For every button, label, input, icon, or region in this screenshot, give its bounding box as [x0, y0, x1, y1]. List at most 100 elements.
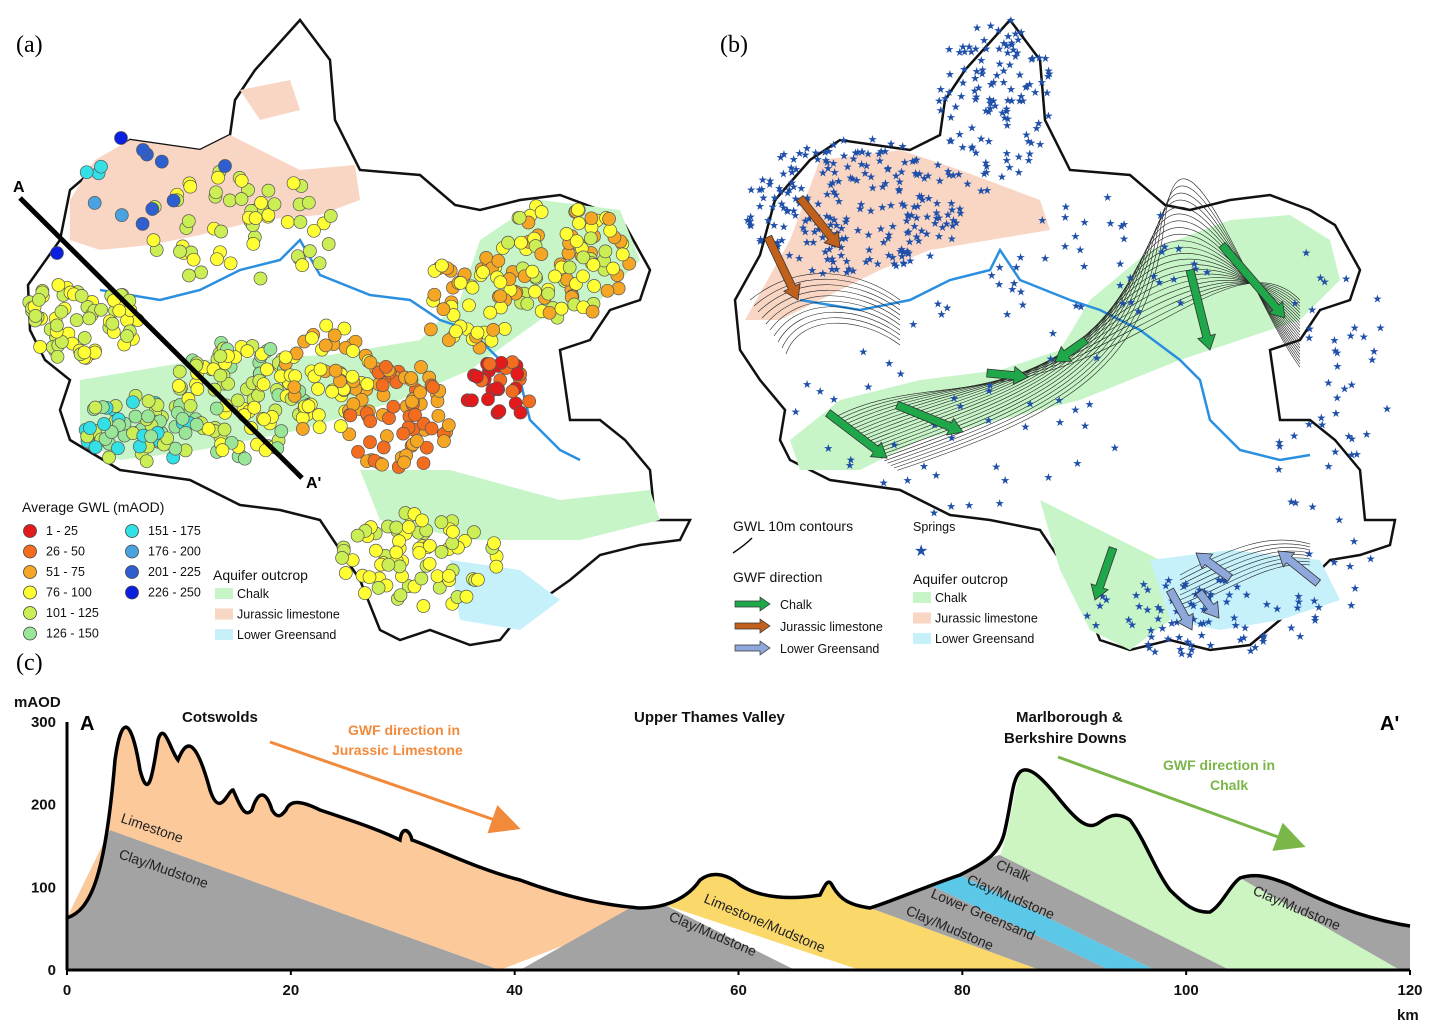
spring-star: ★	[936, 84, 946, 96]
gwl-legend-label: 51 - 75	[46, 565, 85, 579]
spring-star: ★	[911, 168, 921, 180]
spring-star: ★	[1239, 633, 1249, 645]
spring-star: ★	[776, 152, 786, 164]
ground-surface	[66, 725, 1411, 928]
panel-c-label: (c)	[16, 650, 43, 676]
spring-star: ★	[917, 226, 927, 238]
clay-layer-2	[520, 905, 795, 970]
gwl-legend-label: 76 - 100	[46, 586, 92, 600]
spring-star: ★	[1055, 417, 1065, 429]
spring-star: ★	[1098, 591, 1108, 603]
gwl-point	[416, 456, 431, 471]
spring-star: ★	[932, 207, 942, 219]
spring-star: ★	[1016, 286, 1026, 298]
spring-star: ★	[900, 157, 910, 169]
spring-star: ★	[1002, 104, 1012, 116]
gwl-point	[328, 363, 343, 378]
gwl-point	[94, 159, 108, 174]
spring-star: ★	[1091, 620, 1101, 632]
spring-star: ★	[976, 186, 986, 198]
x-ticks: 0 20 40 60 80 100 120	[63, 970, 1423, 999]
spring-star: ★	[1347, 380, 1357, 392]
spring-star: ★	[791, 407, 801, 419]
spring-star: ★	[1197, 630, 1207, 642]
spring-star: ★	[849, 154, 859, 166]
spring-star: ★	[802, 143, 812, 155]
gwl-legend-swatch	[23, 524, 37, 538]
spring-star: ★	[826, 180, 836, 192]
gwf-arrows	[763, 194, 1322, 631]
gwf-chalk-text-1: GWF direction in	[1163, 757, 1275, 773]
gwl-point	[274, 424, 289, 438]
spring-star: ★	[984, 386, 994, 398]
gwl-point	[414, 360, 428, 374]
spring-star: ★	[1187, 645, 1197, 657]
gwl-point	[82, 311, 97, 326]
spring-star: ★	[954, 169, 964, 181]
spring-star: ★	[989, 96, 999, 108]
gwl-point	[435, 258, 449, 273]
spring-star: ★	[794, 253, 804, 265]
spring-star: ★	[899, 258, 909, 270]
gwl-legend-label: 151 - 175	[148, 524, 201, 538]
spring-star: ★	[830, 167, 840, 179]
spring-star: ★	[990, 101, 1000, 113]
spring-star: ★	[884, 250, 894, 262]
spring-star: ★	[755, 184, 765, 196]
spring-star: ★	[823, 254, 833, 266]
spring-star: ★	[935, 175, 945, 187]
spring-star: ★	[864, 230, 874, 242]
gwl-point	[189, 417, 204, 432]
spring-star: ★	[836, 250, 846, 262]
gwl-point	[522, 394, 537, 409]
spring-star: ★	[1003, 31, 1013, 43]
gwl-point	[218, 159, 232, 173]
spring-star: ★	[1367, 355, 1377, 367]
gwl-point	[497, 322, 512, 336]
spring-star: ★	[936, 105, 946, 117]
gwl-point	[512, 210, 527, 225]
spring-star: ★	[1143, 605, 1153, 617]
spring-star: ★	[987, 270, 997, 282]
gwf-arrow	[1090, 546, 1118, 601]
springs-legend-label: Springs	[913, 520, 955, 534]
gwf-arrow	[825, 409, 888, 459]
gwl-point	[413, 385, 427, 400]
y-tick-label: 100	[31, 879, 56, 896]
spring-star: ★	[1229, 613, 1239, 625]
spring-star: ★	[1262, 599, 1272, 611]
gwl-point	[598, 244, 613, 259]
spring-star: ★	[843, 162, 853, 174]
spring-star: ★	[985, 98, 995, 110]
spring-star: ★	[1275, 441, 1285, 453]
spring-star: ★	[1293, 603, 1303, 615]
spring-star: ★	[811, 148, 821, 160]
spring-star: ★	[876, 146, 886, 158]
spring-star: ★	[946, 112, 956, 124]
spring-star: ★	[1095, 601, 1105, 613]
spring-star: ★	[1259, 630, 1269, 642]
gwl-point	[380, 429, 394, 443]
gwl-point	[600, 283, 615, 298]
spring-star: ★	[1032, 123, 1042, 135]
gwl-point	[323, 209, 338, 223]
spring-star: ★	[1134, 306, 1144, 318]
spring-star: ★	[891, 260, 901, 272]
spring-star: ★	[908, 319, 918, 331]
spring-star: ★	[1002, 148, 1012, 160]
spring-star: ★	[904, 211, 914, 223]
limestone-mudstone-layer	[665, 872, 1040, 970]
gwf-legend-arrow	[734, 618, 771, 634]
greensand-layer	[930, 875, 1155, 970]
y-tick-label: 0	[48, 962, 56, 979]
gwl-point	[583, 231, 598, 246]
spring-star: ★	[891, 170, 901, 182]
spring-star: ★	[922, 229, 932, 241]
gwl-point	[548, 269, 562, 284]
spring-star: ★	[1217, 575, 1227, 587]
spring-star: ★	[1206, 589, 1216, 601]
gwl-legend-swatch	[23, 544, 37, 559]
spring-star: ★	[1118, 298, 1128, 310]
gwl-point	[369, 543, 383, 558]
